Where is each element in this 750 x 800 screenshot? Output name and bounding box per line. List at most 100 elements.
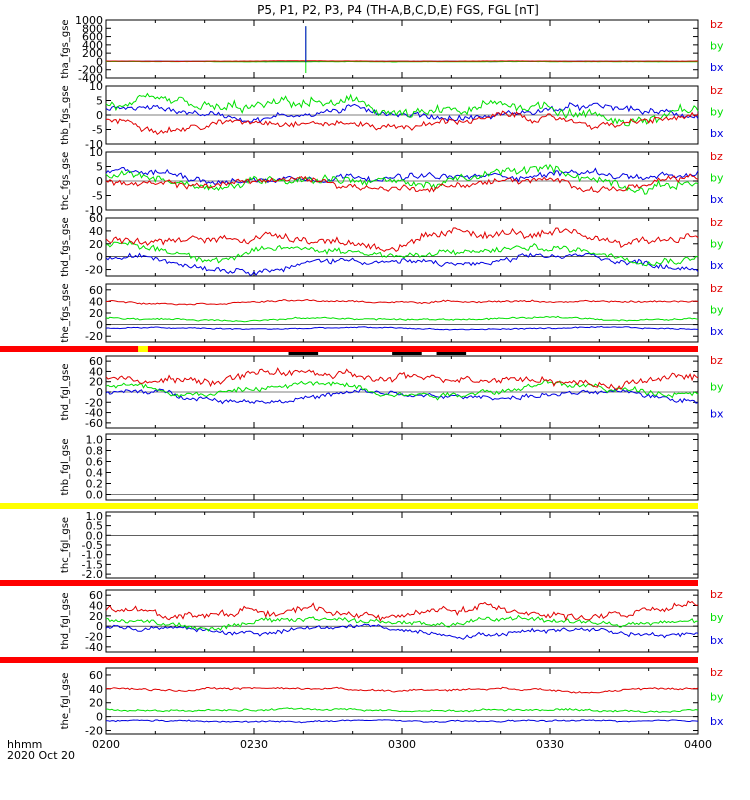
panel-frame <box>105 19 699 79</box>
y-tick-label: 1.0 <box>86 434 104 447</box>
y-tick-label: 1.0 <box>86 510 104 523</box>
y-tick-label: 60 <box>89 669 103 682</box>
legend-bx: bx <box>710 127 724 140</box>
panel-ylabel: the_fgs_gse <box>60 283 71 342</box>
legend-bz: bz <box>710 588 723 601</box>
panel-ylabel: the_fgl_gse <box>60 673 71 730</box>
series-by <box>105 240 699 267</box>
series-by <box>105 379 699 401</box>
y-tick-label: -20 <box>85 725 103 738</box>
panel-8: -2.0-1.5-1.0-0.50.00.51.0 thc_fgl_gse <box>60 510 699 581</box>
y-tick-label: 0.2 <box>86 478 104 491</box>
panel-3: -10-5 05 10 thc_fgs_gse bz by bx <box>60 146 724 217</box>
legend-bx: bx <box>710 634 724 647</box>
panel-frame <box>105 589 699 653</box>
y-tick-label: 20 <box>89 307 103 320</box>
legend-by: by <box>710 105 724 118</box>
y-tick-label: 0 <box>96 175 103 188</box>
legend-bz: bz <box>710 84 723 97</box>
panel-ylabel: thd_fgl_gse <box>60 593 71 650</box>
series-bz <box>105 227 699 253</box>
panel-frame <box>105 283 699 343</box>
series-by <box>105 163 699 195</box>
y-tick-label: 60 <box>89 284 103 297</box>
y-tick-label: -20 <box>85 631 103 644</box>
y-tick-label: 0 <box>96 55 103 68</box>
status-bar-black-mark <box>288 352 319 355</box>
series-by <box>105 315 699 323</box>
series-bx <box>105 252 699 277</box>
status-bar <box>0 580 698 586</box>
y-tick-label: 800 <box>82 22 103 35</box>
series-bx <box>106 719 699 724</box>
y-tick-label: 10 <box>89 146 103 159</box>
y-tick-label: 0 <box>96 711 103 724</box>
panel-ylabel: thb_fgs_gse <box>60 85 71 144</box>
x-tick-label: 0330 <box>536 738 564 751</box>
status-bar-black-mark <box>436 352 467 355</box>
y-tick-label: -10 <box>85 204 103 217</box>
y-tick-label: 400 <box>82 39 103 52</box>
status-bar-fill <box>0 580 698 586</box>
y-tick-label: -20 <box>85 330 103 343</box>
panel-ylabel: tha_fgs_gse <box>60 19 71 78</box>
legend-bx: bx <box>710 407 724 420</box>
series-bz <box>105 367 699 391</box>
y-tick-label: 0 <box>96 319 103 332</box>
y-tick-label: 0 <box>96 109 103 122</box>
legend-bx: bx <box>710 61 724 74</box>
series-bx <box>105 102 699 124</box>
y-tick-label: 20 <box>89 697 103 710</box>
series-by <box>106 707 699 714</box>
y-tick-label: 40 <box>89 295 103 308</box>
panel-ylabel: thb_fgl_gse <box>60 439 71 496</box>
y-tick-label: 0.0 <box>86 529 104 542</box>
panel-ylabel: thd_fgl_gse <box>60 364 71 421</box>
y-tick-label: 1000 <box>75 14 103 27</box>
y-tick-label: -400 <box>78 72 103 85</box>
y-tick-label: 0.8 <box>86 445 104 458</box>
legend-bz: bz <box>710 150 723 163</box>
legend-bz: bz <box>710 18 723 31</box>
panel-frame <box>105 511 699 579</box>
y-tick-label: 60 <box>89 355 103 368</box>
y-tick-label: -60 <box>85 417 103 430</box>
x-tick-label: 0400 <box>684 738 712 751</box>
panel-frame <box>105 433 699 501</box>
status-bar <box>0 657 698 663</box>
legend-bz: bz <box>710 282 723 295</box>
y-tick-label: 60 <box>89 589 103 602</box>
series-bx <box>105 623 699 640</box>
status-bar-black-mark <box>392 352 422 355</box>
y-tick-label: 20 <box>89 238 103 251</box>
legend-by: by <box>710 381 724 394</box>
panel-ylabel: thc_fgl_gse <box>60 517 71 573</box>
legend-bx: bx <box>710 715 724 728</box>
y-tick-label: 20 <box>89 376 103 389</box>
status-bar-fill <box>0 346 698 352</box>
legend-bz: bz <box>710 354 723 367</box>
legend-bx: bx <box>710 259 724 272</box>
y-tick-label: 600 <box>82 31 103 44</box>
y-tick-label: 40 <box>89 365 103 378</box>
series-bx <box>105 325 699 331</box>
y-tick-label: 5 <box>96 95 103 108</box>
panel-ylabel: thc_fgs_gse <box>60 152 71 211</box>
y-tick-label: 60 <box>89 212 103 225</box>
y-tick-label: -20 <box>85 264 103 277</box>
y-tick-label: -1.5 <box>82 558 103 571</box>
status-bar-fill <box>0 503 698 509</box>
y-tick-label: 40 <box>89 600 103 613</box>
legend-by: by <box>710 690 724 703</box>
y-tick-label: 10 <box>89 80 103 93</box>
series-bz <box>105 686 699 694</box>
y-tick-label: -5 <box>92 190 103 203</box>
series-bz <box>105 173 699 194</box>
